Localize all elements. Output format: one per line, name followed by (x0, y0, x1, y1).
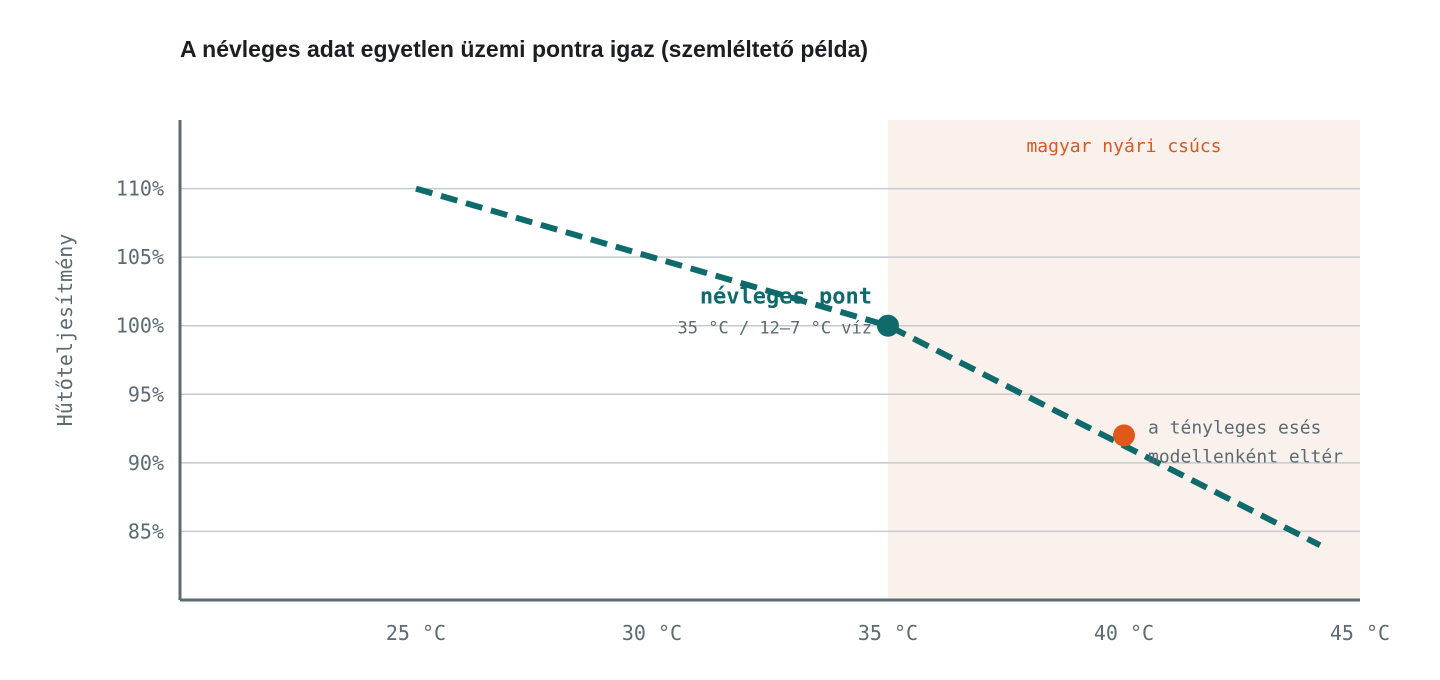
chart-title: A névleges adat egyetlen üzemi pontra ig… (180, 36, 869, 62)
actual-drop-label-line-2: modellenként eltér (1148, 446, 1343, 467)
y-tick-label: 110% (116, 177, 164, 201)
x-tick-labels: 25 °C 30 °C 35 °C 40 °C 45 °C (386, 621, 1390, 645)
actual-drop-point-marker (1113, 424, 1135, 447)
shaded-region-summer-peak (888, 120, 1360, 600)
y-tick-label: 105% (116, 245, 164, 269)
series-line (415, 185, 1322, 548)
y-tick-label: 85% (128, 519, 164, 543)
rated-point-label: névleges pont (700, 285, 872, 310)
x-tick-label: 30 °C (622, 621, 682, 645)
gridlines (180, 187, 1360, 533)
rated-point-sublabel: 35 °C / 12–7 °C víz (678, 319, 872, 339)
y-tick-labels: 110% 105% 100% 95% 90% 85% (116, 177, 164, 544)
actual-drop-label-line-1: a tényleges esés (1148, 417, 1321, 438)
x-tick-label: 25 °C (386, 621, 446, 645)
shaded-region-label: magyar nyári csúcs (1026, 136, 1221, 157)
x-tick-label: 35 °C (858, 621, 918, 645)
y-axis-label: Hűtőteljesítmény (53, 234, 77, 427)
y-tick-label: 100% (116, 314, 164, 338)
y-tick-label: 90% (128, 451, 164, 475)
x-tick-label: 40 °C (1094, 621, 1154, 645)
x-tick-label: 45 °C (1330, 621, 1390, 645)
rated-point-marker (877, 314, 899, 337)
y-tick-label: 95% (128, 382, 164, 406)
